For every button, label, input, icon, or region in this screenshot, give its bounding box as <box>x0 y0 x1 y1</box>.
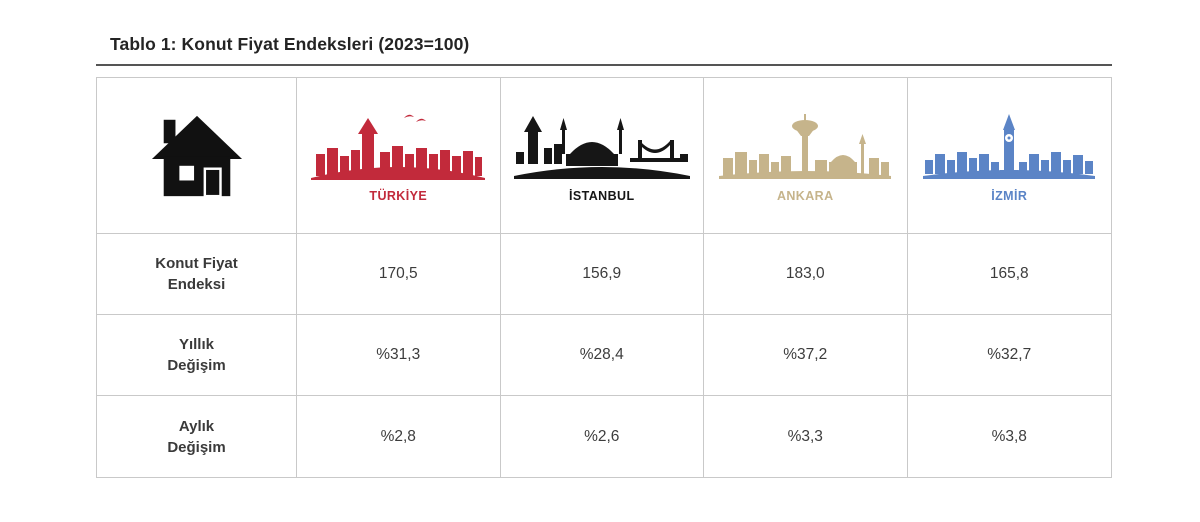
izmir-skyline-icon <box>923 114 1096 179</box>
value-cell-istanbul-aylik: %2,6 <box>500 396 704 477</box>
column-label-ankara: ANKARA <box>776 189 834 203</box>
row-header-yillik-degisim: Yıllık Değişim <box>97 315 297 396</box>
value-cell-izmir-endeks: 165,8 <box>907 234 1111 315</box>
row-header-konut-fiyat-endeksi: Konut Fiyat Endeksi <box>97 234 297 315</box>
column-header-turkiye: TÜRKİYE <box>297 78 501 234</box>
house-icon <box>151 115 242 197</box>
value-cell-ankara-yillik: %37,2 <box>704 315 908 396</box>
value-cell-turkiye-endeks: 170,5 <box>297 234 501 315</box>
value-cell-turkiye-aylik: %2,8 <box>297 396 501 477</box>
column-label-istanbul: İSTANBUL <box>569 189 635 203</box>
report-table-section: Tablo 1: Konut Fiyat Endeksleri (2023=10… <box>96 34 1112 478</box>
value-cell-izmir-aylik: %3,8 <box>907 396 1111 477</box>
column-header-istanbul: İSTANBUL <box>500 78 704 234</box>
value-cell-ankara-endeks: 183,0 <box>704 234 908 315</box>
value-cell-ankara-aylik: %3,3 <box>704 396 908 477</box>
row-header-aylik-degisim: Aylık Değişim <box>97 396 297 477</box>
value-cell-izmir-yillik: %32,7 <box>907 315 1111 396</box>
column-header-ankara: ANKARA <box>704 78 908 234</box>
table-title-block: Tablo 1: Konut Fiyat Endeksleri (2023=10… <box>96 34 1112 66</box>
column-header-izmir: İZMİR <box>907 78 1111 234</box>
value-cell-istanbul-yillik: %28,4 <box>500 315 704 396</box>
turkiye-skyline-icon <box>311 114 486 180</box>
value-cell-turkiye-yillik: %31,3 <box>297 315 501 396</box>
value-cell-istanbul-endeks: 156,9 <box>500 234 704 315</box>
ankara-skyline-icon <box>719 114 892 179</box>
column-label-turkiye: TÜRKİYE <box>369 189 428 203</box>
table-title: Tablo 1: Konut Fiyat Endeksleri (2023=10… <box>110 34 470 54</box>
corner-header-cell <box>97 78 297 234</box>
istanbul-skyline-icon <box>513 116 690 179</box>
column-label-izmir: İZMİR <box>991 189 1028 203</box>
konut-fiyat-endeksleri-table: TÜRKİYE <box>96 77 1112 478</box>
